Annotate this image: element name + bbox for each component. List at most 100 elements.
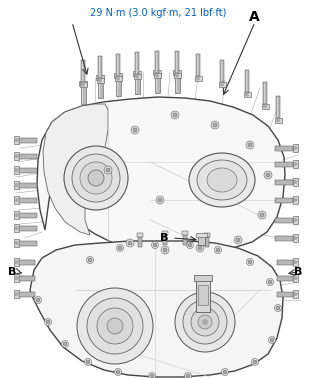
Bar bbox=[277, 97, 278, 117]
Circle shape bbox=[223, 370, 227, 374]
Circle shape bbox=[198, 315, 212, 329]
Circle shape bbox=[187, 242, 193, 248]
Circle shape bbox=[245, 93, 249, 96]
Bar bbox=[293, 258, 298, 266]
Bar bbox=[19, 226, 37, 231]
Bar bbox=[293, 234, 298, 242]
Bar bbox=[245, 70, 249, 92]
Bar bbox=[198, 235, 205, 245]
Circle shape bbox=[213, 123, 217, 127]
Circle shape bbox=[15, 276, 19, 280]
Bar bbox=[293, 144, 298, 152]
Circle shape bbox=[126, 239, 134, 247]
Bar bbox=[19, 197, 37, 203]
Bar bbox=[99, 57, 100, 77]
Bar bbox=[135, 77, 137, 93]
Bar bbox=[293, 274, 298, 282]
Circle shape bbox=[173, 113, 177, 117]
Circle shape bbox=[236, 238, 240, 242]
Circle shape bbox=[116, 370, 120, 374]
Circle shape bbox=[216, 248, 220, 252]
Bar bbox=[96, 75, 104, 80]
Circle shape bbox=[175, 73, 179, 77]
Bar bbox=[19, 212, 37, 217]
Bar bbox=[194, 76, 202, 81]
Bar bbox=[79, 81, 87, 86]
Circle shape bbox=[114, 369, 122, 375]
Bar bbox=[262, 104, 268, 109]
Bar bbox=[19, 260, 35, 265]
Circle shape bbox=[64, 146, 128, 210]
Circle shape bbox=[63, 342, 67, 346]
Circle shape bbox=[294, 236, 298, 240]
Circle shape bbox=[88, 170, 104, 186]
Circle shape bbox=[148, 372, 156, 378]
Circle shape bbox=[153, 243, 157, 247]
Circle shape bbox=[267, 279, 273, 285]
Circle shape bbox=[294, 198, 298, 202]
Circle shape bbox=[15, 138, 19, 142]
Bar bbox=[14, 258, 19, 266]
Bar bbox=[156, 52, 157, 72]
Circle shape bbox=[186, 374, 190, 378]
Polygon shape bbox=[37, 97, 285, 252]
Circle shape bbox=[163, 248, 167, 252]
Circle shape bbox=[253, 360, 257, 364]
Bar bbox=[19, 153, 37, 158]
Bar bbox=[194, 275, 212, 281]
Bar bbox=[220, 60, 224, 82]
Circle shape bbox=[107, 318, 123, 334]
Circle shape bbox=[258, 211, 266, 219]
Circle shape bbox=[196, 76, 200, 81]
Bar bbox=[79, 82, 86, 87]
Ellipse shape bbox=[207, 168, 237, 192]
Circle shape bbox=[202, 319, 208, 325]
Circle shape bbox=[294, 292, 298, 296]
Bar bbox=[204, 233, 210, 237]
Circle shape bbox=[276, 118, 280, 122]
Bar bbox=[19, 240, 37, 245]
Bar bbox=[275, 180, 293, 184]
Circle shape bbox=[15, 213, 19, 217]
Circle shape bbox=[294, 162, 298, 166]
Text: B: B bbox=[8, 267, 16, 277]
Circle shape bbox=[161, 246, 169, 254]
Circle shape bbox=[155, 73, 159, 77]
Bar bbox=[81, 86, 86, 104]
Bar bbox=[196, 233, 207, 237]
Bar bbox=[293, 290, 298, 298]
Circle shape bbox=[171, 111, 179, 119]
Circle shape bbox=[270, 338, 274, 342]
Circle shape bbox=[15, 292, 19, 296]
Circle shape bbox=[220, 82, 224, 87]
Bar bbox=[175, 75, 179, 93]
Bar bbox=[264, 83, 265, 103]
Polygon shape bbox=[43, 104, 108, 235]
Bar bbox=[183, 235, 187, 245]
Bar bbox=[205, 237, 209, 247]
Bar bbox=[14, 239, 19, 247]
Circle shape bbox=[184, 372, 192, 378]
Bar bbox=[14, 136, 19, 144]
Bar bbox=[277, 291, 293, 296]
Circle shape bbox=[15, 241, 19, 245]
Circle shape bbox=[266, 173, 270, 177]
Circle shape bbox=[36, 298, 40, 302]
Bar bbox=[277, 260, 293, 265]
Circle shape bbox=[77, 288, 153, 364]
Circle shape bbox=[188, 243, 192, 247]
Circle shape bbox=[248, 260, 252, 264]
Bar bbox=[293, 216, 298, 224]
Bar bbox=[174, 73, 180, 78]
Circle shape bbox=[264, 171, 272, 179]
Circle shape bbox=[97, 308, 133, 344]
Circle shape bbox=[15, 226, 19, 230]
Circle shape bbox=[268, 336, 276, 344]
Bar bbox=[293, 160, 298, 168]
Circle shape bbox=[116, 76, 120, 81]
Bar bbox=[116, 78, 121, 96]
Circle shape bbox=[294, 146, 298, 150]
Circle shape bbox=[87, 298, 143, 354]
Bar bbox=[14, 274, 19, 282]
Bar bbox=[81, 60, 85, 82]
